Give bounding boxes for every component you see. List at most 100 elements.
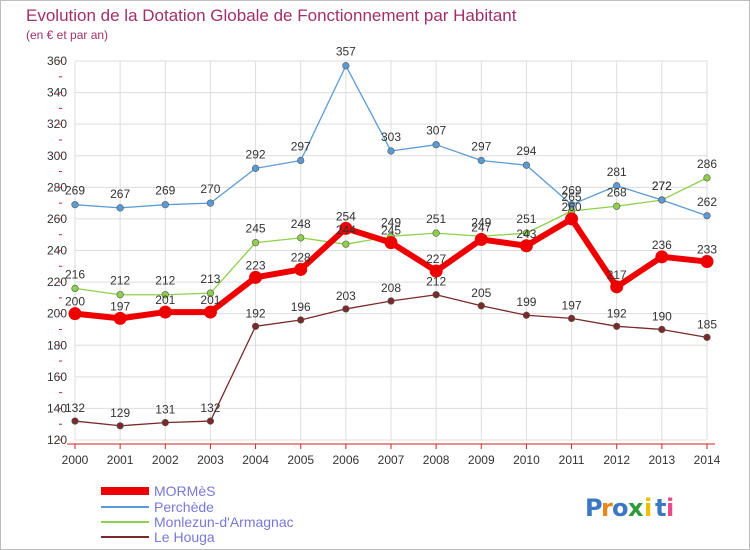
data-label: 217 bbox=[607, 268, 627, 282]
data-label: 267 bbox=[110, 187, 130, 201]
x-tick-label: 2001 bbox=[107, 453, 134, 467]
data-label: 249 bbox=[471, 215, 491, 229]
data-label: 212 bbox=[426, 275, 446, 289]
data-label: 227 bbox=[426, 252, 446, 266]
series-point-3 bbox=[658, 325, 666, 334]
data-label: 297 bbox=[471, 139, 491, 153]
y-tick-label: 240 bbox=[47, 244, 67, 258]
legend-label: MORMèS bbox=[154, 483, 215, 499]
data-label: 201 bbox=[200, 293, 220, 307]
series-point-0 bbox=[519, 239, 533, 253]
x-tick-label: 2014 bbox=[694, 453, 721, 467]
data-label: 307 bbox=[426, 124, 446, 138]
series-point-2 bbox=[342, 240, 350, 248]
series-point-3 bbox=[477, 302, 485, 310]
x-tick-label: 2005 bbox=[287, 453, 314, 467]
series-point-3 bbox=[387, 297, 395, 305]
data-label: 249 bbox=[381, 215, 401, 229]
data-label: 243 bbox=[516, 227, 536, 241]
series-point-3 bbox=[206, 417, 215, 425]
data-label: 262 bbox=[697, 195, 717, 209]
grid-layer bbox=[74, 60, 708, 441]
x-tick-label: 2003 bbox=[197, 453, 224, 467]
series-point-2 bbox=[251, 239, 260, 247]
series-point-2 bbox=[206, 289, 215, 297]
data-labels-layer: 200 197 201 201 223 228 254 245 227 247 243 260 217 2… bbox=[65, 45, 717, 420]
data-label: 190 bbox=[652, 309, 672, 323]
series-point-1 bbox=[342, 62, 350, 70]
logo-letter: i bbox=[666, 494, 674, 522]
data-label: 233 bbox=[697, 243, 717, 257]
x-tick-label: 2006 bbox=[333, 453, 360, 467]
legend-label: Monlezun-d'Armagnac bbox=[154, 514, 294, 530]
data-label: 269 bbox=[155, 184, 175, 198]
y-tick-label: 320 bbox=[47, 117, 67, 131]
x-tick-label: 2002 bbox=[152, 453, 179, 467]
data-label: 223 bbox=[246, 258, 266, 272]
axis-layer: 120 140 160 180 200 220 240 260 280 300 320 340 360 2… bbox=[47, 54, 721, 467]
data-label: 248 bbox=[291, 217, 311, 231]
series-point-1 bbox=[251, 164, 260, 172]
series-point-0 bbox=[474, 232, 488, 246]
logo-letter: P bbox=[585, 494, 603, 522]
x-tick-label: 2010 bbox=[513, 453, 540, 467]
series-point-2 bbox=[522, 229, 531, 237]
data-label: 244 bbox=[336, 223, 356, 237]
series-point-2 bbox=[71, 284, 79, 293]
y-tick-label: 200 bbox=[47, 307, 67, 321]
data-label: 251 bbox=[426, 212, 446, 226]
series-point-0 bbox=[294, 262, 308, 276]
series-point-1 bbox=[703, 212, 711, 220]
data-label: 272 bbox=[652, 179, 672, 193]
x-tick-label: 2008 bbox=[423, 453, 450, 467]
y-tick-label: 360 bbox=[47, 54, 67, 68]
data-label: 203 bbox=[336, 289, 356, 303]
data-label: 286 bbox=[697, 157, 717, 171]
series-point-2 bbox=[703, 174, 711, 182]
data-label: 270 bbox=[200, 182, 220, 196]
y-tick-label: 160 bbox=[47, 370, 67, 384]
data-label: 212 bbox=[110, 274, 130, 288]
data-label: 132 bbox=[200, 401, 220, 415]
data-label: 268 bbox=[607, 185, 627, 199]
series-point-3 bbox=[116, 422, 124, 430]
y-tick-label: 260 bbox=[47, 212, 67, 226]
data-label: 129 bbox=[110, 406, 130, 420]
chart-subtitle: (en € et par an) bbox=[26, 28, 108, 42]
y-tick-label: 140 bbox=[47, 401, 67, 415]
series-point-3 bbox=[161, 419, 169, 427]
legend-label: Le Houga bbox=[154, 529, 215, 545]
series-point-2 bbox=[116, 291, 124, 299]
series-point-0 bbox=[610, 280, 624, 294]
data-label: 245 bbox=[381, 224, 401, 238]
series-point-1 bbox=[522, 161, 531, 169]
data-label: 269 bbox=[562, 184, 582, 198]
data-label: 236 bbox=[652, 238, 672, 252]
series-point-1 bbox=[206, 199, 215, 207]
x-tick-label: 2007 bbox=[378, 453, 405, 467]
series-point-2 bbox=[297, 234, 305, 242]
data-label: 212 bbox=[155, 274, 175, 288]
series-point-3 bbox=[432, 291, 440, 299]
series-point-3 bbox=[251, 322, 260, 330]
data-label: 297 bbox=[291, 139, 311, 153]
logo-letter: o bbox=[612, 494, 629, 522]
data-label: 201 bbox=[155, 293, 175, 307]
data-label: 132 bbox=[65, 401, 85, 415]
series-point-2 bbox=[432, 229, 440, 237]
series-point-3 bbox=[71, 417, 79, 425]
series-point-0 bbox=[249, 270, 263, 284]
data-label: 292 bbox=[246, 147, 266, 161]
series-point-3 bbox=[297, 316, 305, 324]
series-point-0 bbox=[68, 307, 82, 321]
data-label: 245 bbox=[246, 222, 266, 236]
series-point-3 bbox=[703, 333, 711, 341]
series-point-0 bbox=[384, 236, 398, 250]
data-label: 228 bbox=[291, 250, 311, 264]
series-point-1 bbox=[71, 201, 79, 209]
data-label: 185 bbox=[697, 317, 717, 331]
x-tick-label: 2012 bbox=[603, 453, 630, 467]
data-label: 196 bbox=[291, 300, 311, 314]
data-label: 200 bbox=[65, 295, 85, 309]
